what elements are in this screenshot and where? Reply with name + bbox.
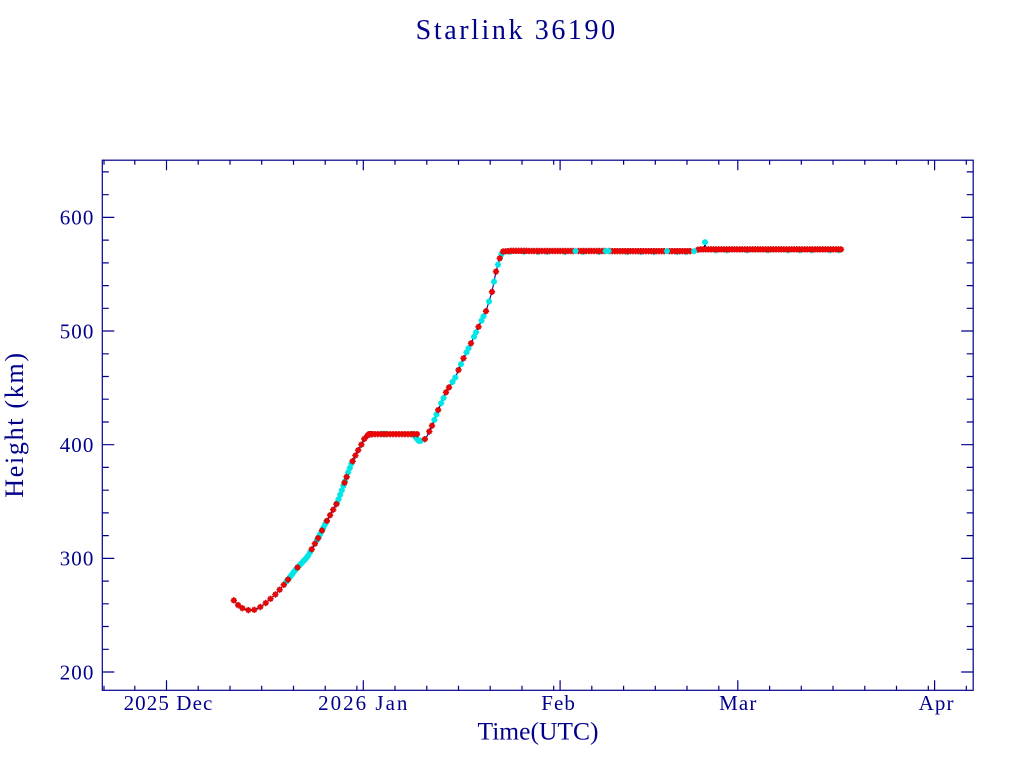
svg-text:300: 300 — [60, 547, 95, 571]
svg-text:500: 500 — [60, 319, 95, 343]
svg-text:2026 Jan: 2026 Jan — [318, 691, 409, 715]
svg-text:400: 400 — [60, 433, 95, 457]
svg-text:200: 200 — [60, 660, 95, 684]
svg-text:Mar: Mar — [719, 691, 757, 715]
svg-text:Height (km): Height (km) — [0, 351, 29, 498]
svg-text:Starlink 36190: Starlink 36190 — [416, 15, 618, 46]
svg-text:Feb: Feb — [541, 691, 576, 715]
svg-text:Time(UTC): Time(UTC) — [478, 716, 599, 745]
svg-text:2025 Dec: 2025 Dec — [124, 691, 214, 715]
svg-text:600: 600 — [60, 206, 95, 230]
svg-text:Apr: Apr — [919, 691, 955, 715]
